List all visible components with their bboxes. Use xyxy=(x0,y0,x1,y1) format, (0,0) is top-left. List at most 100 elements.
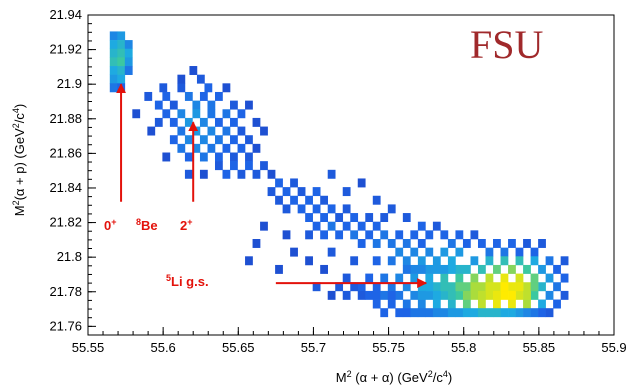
svg-text:M2 (α + α) (GeV2/c4): M2 (α + α) (GeV2/c4) xyxy=(336,369,452,385)
heatmap-cell xyxy=(477,299,486,309)
heatmap-cell xyxy=(169,117,178,127)
heatmap-cell xyxy=(159,83,168,93)
y-axis-title-sup2: 2 xyxy=(11,123,21,128)
y-axis-title-sup1: 2 xyxy=(11,200,21,205)
heatmap-cell xyxy=(290,195,298,205)
heatmap-cell xyxy=(192,143,201,153)
heatmap-cell xyxy=(515,308,524,318)
heatmap-cell xyxy=(447,308,456,318)
heatmap-cell xyxy=(455,273,464,283)
heatmap-cell xyxy=(380,290,389,300)
heatmap-cell xyxy=(230,152,238,162)
x-axis-title-post: ) xyxy=(448,370,452,385)
x-tick-label: 55.55 xyxy=(72,340,105,355)
heatmap-cell xyxy=(154,117,163,127)
heatmap-cell xyxy=(320,195,328,205)
heatmap-cell xyxy=(500,247,509,257)
heatmap-cell xyxy=(109,57,118,67)
heatmap-cell xyxy=(372,282,381,292)
heatmap-cell xyxy=(342,273,351,283)
axis-ticks: 55.55 55.6 55.65 55.7 55.75 55.8 55.85 55.9 21.7… xyxy=(49,7,626,355)
heatmap-cell xyxy=(515,256,524,266)
heatmap-cell xyxy=(455,230,464,240)
heatmap-cell xyxy=(417,264,426,274)
heatmap-cell xyxy=(530,308,539,318)
heatmap-cell xyxy=(132,109,141,119)
heatmap-cell xyxy=(523,282,531,292)
heatmap-cell xyxy=(508,264,516,274)
heatmap-cell xyxy=(508,239,516,248)
x-axis-title: M2 (α + α) (GeV2/c4) xyxy=(336,369,452,385)
heatmap-cell xyxy=(275,178,283,188)
heatmap-cell xyxy=(395,247,404,257)
heatmap-cell xyxy=(462,239,471,248)
heatmap-cell xyxy=(462,282,471,292)
svg-text:M2(α + p) (GeV2/c4): M2(α + p) (GeV2/c4) xyxy=(11,104,27,217)
heatmap-cell xyxy=(425,273,434,283)
y-tick-label: 21.92 xyxy=(49,42,82,57)
heatmap-cell xyxy=(523,299,531,309)
heatmap-cell xyxy=(508,282,516,292)
heatmap-cell xyxy=(447,290,456,300)
heatmap-cell xyxy=(207,126,216,136)
heatmap-cell xyxy=(447,299,456,309)
heatmap-cell xyxy=(493,239,501,248)
heatmap-cell xyxy=(538,239,546,248)
heatmap-cell xyxy=(402,308,411,318)
heatmap-cell xyxy=(500,290,509,300)
label-zero-plus: 0+ xyxy=(104,217,117,233)
heatmap-cell xyxy=(432,299,441,309)
y-tick-label: 21.8 xyxy=(57,249,82,264)
heatmap-cell xyxy=(395,290,404,300)
heatmap-cell xyxy=(530,282,539,292)
heatmap-cell xyxy=(447,282,456,292)
fsu-watermark: FSU xyxy=(470,22,543,67)
heatmap-cell xyxy=(508,299,516,309)
heatmap-cell xyxy=(222,143,231,153)
heatmap-cell xyxy=(267,169,276,179)
heatmap-cell xyxy=(214,152,223,162)
heatmap-cell xyxy=(402,282,411,292)
heatmap-cell xyxy=(485,282,494,292)
heatmap-cell xyxy=(177,109,186,119)
heatmap-cell xyxy=(189,66,198,75)
heatmap-cell xyxy=(327,290,336,300)
heatmap-cell xyxy=(523,290,531,300)
heatmap-cell xyxy=(305,230,313,240)
heatmap-cell xyxy=(395,230,404,240)
heatmap-cell xyxy=(252,169,261,179)
heatmap-cell xyxy=(485,290,494,300)
heatmap-cell xyxy=(214,117,223,127)
x-tick-label: 55.75 xyxy=(372,340,405,355)
heatmap-cell xyxy=(545,256,554,266)
heatmap-cell xyxy=(425,282,434,292)
heatmap-cell xyxy=(372,299,381,309)
heatmap-cell xyxy=(425,247,434,257)
y-axis-title-mid: (α + p) (GeV xyxy=(12,128,27,201)
heatmap-cell xyxy=(245,161,253,171)
heatmap-cell xyxy=(147,126,156,136)
y-tick-label: 21.9 xyxy=(57,76,82,91)
y-axis-title-post: ) xyxy=(12,104,27,108)
heatmap-cell xyxy=(462,308,471,318)
heatmap-cell xyxy=(282,204,291,214)
heatmap-cell xyxy=(410,247,419,257)
heatmap-cell xyxy=(342,290,351,300)
heatmap-cell xyxy=(199,135,208,145)
heatmap-cell xyxy=(124,48,133,58)
heatmap-cell xyxy=(538,282,546,292)
heatmap-cell xyxy=(553,264,561,274)
heatmap-cell xyxy=(485,256,494,266)
heatmap-cell xyxy=(275,195,283,205)
heatmap-cell xyxy=(440,290,449,300)
heatmap-cell xyxy=(237,143,246,153)
heatmap-cell xyxy=(425,290,434,300)
heatmap-cell xyxy=(530,256,539,266)
heatmap-cell xyxy=(245,135,253,145)
heatmap-cell xyxy=(124,66,133,75)
heatmap-cell xyxy=(380,308,389,318)
heatmap-cell xyxy=(477,290,486,300)
heatmap-cell xyxy=(230,117,238,127)
x-axis-title-pre: M xyxy=(336,370,347,385)
x-axis-title-slash: /c xyxy=(433,370,444,385)
